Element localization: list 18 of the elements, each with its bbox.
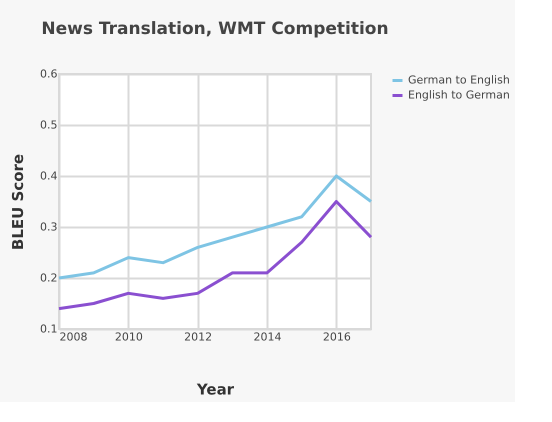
y-axis-title: BLEU Score [9,154,28,250]
x-tick-label: 2010 [114,330,143,344]
line-series [58,200,372,310]
chart-title: News Translation, WMT Competition [41,19,389,39]
x-tick-label: 2008 [60,330,88,344]
legend-label: English to German [408,88,510,102]
x-axis-title: Year [196,380,235,398]
y-tick-label: 0.2 [40,272,58,284]
x-tick-label: 2014 [254,330,282,344]
line-series [58,174,372,280]
y-tick-label: 0.6 [40,68,58,80]
y-tick-label: 0.4 [40,170,58,182]
x-tick-label: 2012 [184,330,212,344]
x-tick-label: 2016 [322,330,351,344]
legend-label: German to English [408,74,510,86]
y-tick-label: 0.1 [40,322,58,336]
y-tick-label: 0.3 [40,220,58,234]
y-tick-label: 0.5 [40,118,58,132]
